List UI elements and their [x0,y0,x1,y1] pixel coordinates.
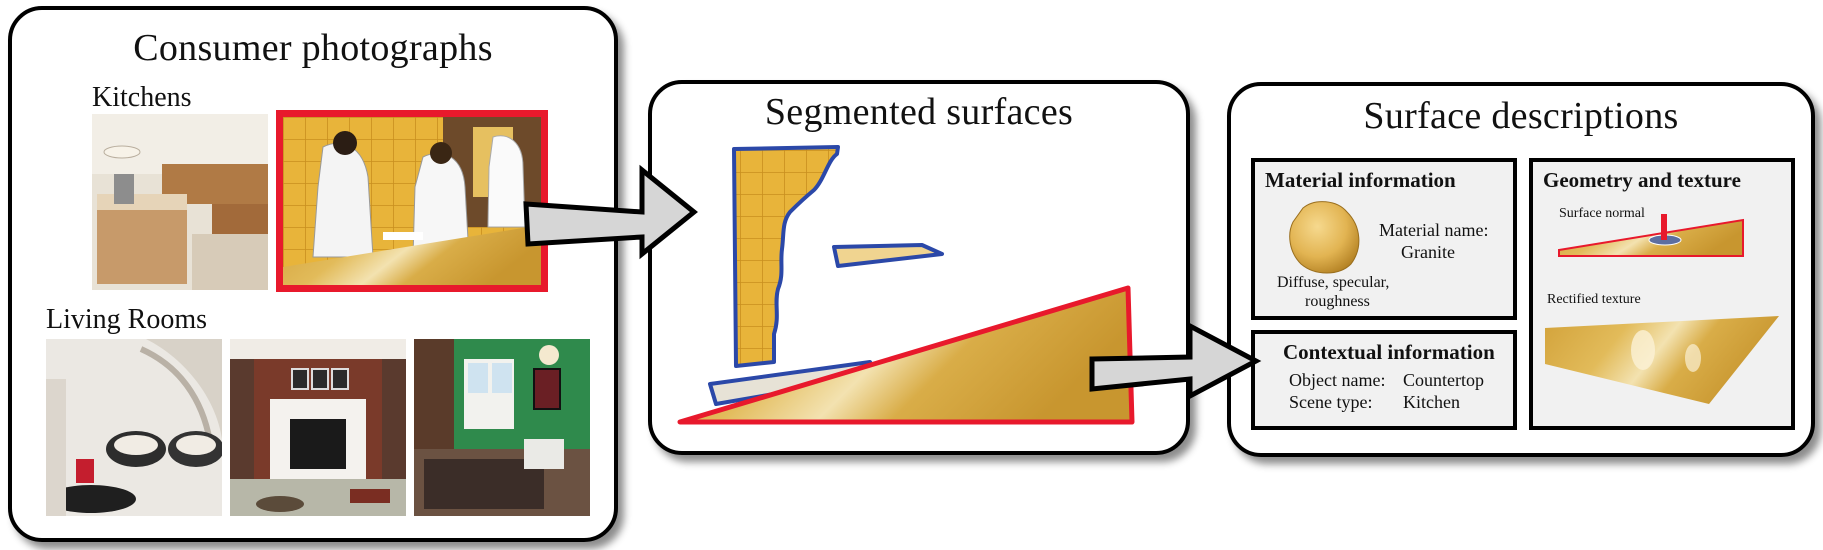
object-name-value: Countertop [1403,370,1484,390]
rectified-texture-image [1545,316,1779,404]
material-properties-line-2: roughness [1305,293,1370,310]
geometry-texture-title: Geometry and texture [1543,168,1741,192]
contextual-information-box: Contextual information Object name: Coun… [1251,330,1517,430]
object-name-label: Object name: [1289,370,1386,390]
living-room-photo-1 [46,339,222,516]
material-sphere-icon [1289,201,1360,274]
material-name-label: Material name: [1379,220,1489,240]
consumer-photographs-title: Consumer photographs [133,27,493,69]
kitchens-label: Kitchens [92,82,192,113]
geometry-texture-box: Geometry and texture Surface normal Rect… [1529,158,1795,430]
segmented-surfaces-panel: Segmented surfaces [648,80,1190,455]
shelf-segment [832,243,944,268]
surface-normal-diagram [1558,214,1744,257]
contextual-information-title: Contextual information [1283,340,1495,364]
material-information-title: Material information [1265,168,1456,192]
rectified-texture-label: Rectified texture [1547,292,1641,307]
kitchen-photo-1 [92,114,268,290]
consumer-photographs-panel: Consumer photographs Kitchens Living Roo… [8,6,618,542]
living-room-photo-2 [230,339,406,516]
tile-wall-segment [732,145,840,368]
kitchen-photo-highlighted [276,110,548,292]
segmented-surfaces-title: Segmented surfaces [764,91,1074,133]
surface-normal-label: Surface normal [1559,206,1645,221]
material-name-value: Granite [1401,242,1455,262]
segmented-surfaces-canvas [677,145,1135,425]
surface-descriptions-panel: Surface descriptions Material informatio… [1227,82,1815,457]
surface-descriptions-title: Surface descriptions [1363,95,1679,137]
living-room-photo-3 [414,339,590,516]
living-rooms-label: Living Rooms [46,304,208,335]
material-properties-line-1: Diffuse, specular, [1277,274,1390,291]
scene-type-label: Scene type: [1289,392,1373,412]
material-information-box: Material information Material name: Gran… [1251,158,1517,320]
scene-type-value: Kitchen [1403,392,1460,412]
